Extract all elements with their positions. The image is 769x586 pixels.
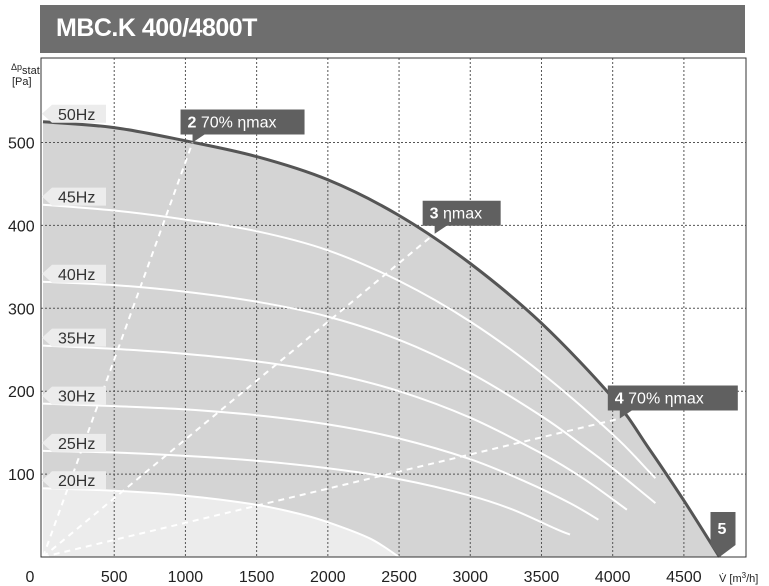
curve-45hz (42, 203, 657, 479)
callout-text: 4 70% ηmax (615, 391, 704, 408)
efficiency-line-2 (42, 142, 194, 558)
plot-frame (40, 57, 747, 558)
hz-tag-20hz: 20Hz (42, 471, 106, 490)
hz-tag-45hz: 45Hz (42, 187, 106, 207)
hz-tag-shape (42, 471, 106, 490)
hz-tag-35hz: 35Hz (42, 328, 106, 348)
hz-tag-label: 20Hz (58, 473, 95, 490)
x-tick-label: 500 (101, 569, 128, 586)
speed-curves (42, 120, 721, 558)
x-tick-label: 0 (26, 569, 35, 586)
y-tick-label: 400 (8, 218, 35, 235)
hz-tag-shape (42, 328, 106, 347)
chart-title-bar: MBC.K 400/4800T (40, 5, 745, 53)
x-tick-label: 3500 (524, 569, 560, 586)
curve-35hz (42, 344, 628, 511)
hz-tag-50hz: 50Hz (42, 104, 106, 124)
curve-30hz (42, 402, 599, 521)
hz-tag-shape (42, 433, 106, 452)
end-marker-shape (710, 512, 736, 557)
hz-tag-label: 25Hz (58, 436, 95, 453)
curve-20hz (42, 487, 400, 558)
x-tick-label: 4000 (595, 569, 631, 586)
hz-tag-shape (42, 104, 106, 123)
x-tick-label: 2000 (310, 569, 346, 586)
hz-tag-shape (42, 386, 106, 405)
efficiency-line-3 (42, 232, 436, 558)
axes (40, 57, 747, 558)
hz-tag-label: 40Hz (58, 267, 95, 284)
callout-box (180, 109, 305, 143)
chart-labels: 100 200 300 400 500 0 500 1000 1500 2000 2500 3000 3… (8, 62, 758, 586)
x-tick-label: 3000 (452, 569, 488, 586)
y-axis-unit: [Pa] (12, 76, 32, 88)
hz-tag-30hz: 30Hz (42, 386, 106, 406)
x-tick-label: 2500 (381, 569, 417, 586)
x-axis-label: V̇ [m3/h] (719, 571, 758, 585)
hz-tag-label: 35Hz (58, 331, 95, 348)
callout-box (607, 385, 738, 419)
hz-tag-shape (42, 187, 106, 206)
callout-4: 4 70% ηmax (607, 385, 738, 419)
x-tick-label: 4500 (666, 569, 702, 586)
operating-region (43, 121, 720, 558)
end-marker-label: 5 (718, 521, 727, 538)
y-tick-label: 100 (8, 467, 35, 484)
low-speed-region (43, 488, 400, 557)
hz-tag-label: 50Hz (58, 107, 95, 124)
x-tick-label: 1000 (168, 569, 204, 586)
callout-text: 2 70% ηmax (188, 115, 277, 132)
plot-background (41, 58, 746, 558)
hz-tag-shape (42, 264, 106, 283)
hz-tag-label: 30Hz (58, 389, 95, 406)
hz-tag-40hz: 40Hz (42, 264, 106, 284)
y-axis-label: Δpstat (11, 62, 40, 77)
end-marker-5: 5 (710, 512, 736, 557)
efficiency-lines (42, 142, 621, 558)
callout-text: 3 ηmax (430, 206, 482, 223)
y-tick-label: 300 (8, 301, 35, 318)
curve-50hz (42, 120, 721, 558)
callout-2: 2 70% ηmax (180, 109, 305, 143)
grid-lines (41, 58, 746, 557)
callout-box (422, 200, 501, 234)
chart-title: MBC.K 400/4800T (56, 14, 257, 42)
hz-tag-label: 45Hz (58, 190, 95, 207)
curve-25hz (42, 449, 571, 536)
curve-40hz (42, 280, 657, 504)
y-tick-label: 500 (8, 136, 35, 153)
callout-3: 3 ηmax (422, 200, 501, 234)
x-tick-label: 1500 (239, 569, 275, 586)
y-tick-label: 200 (8, 384, 35, 401)
hz-tag-25hz: 25Hz (42, 433, 106, 453)
